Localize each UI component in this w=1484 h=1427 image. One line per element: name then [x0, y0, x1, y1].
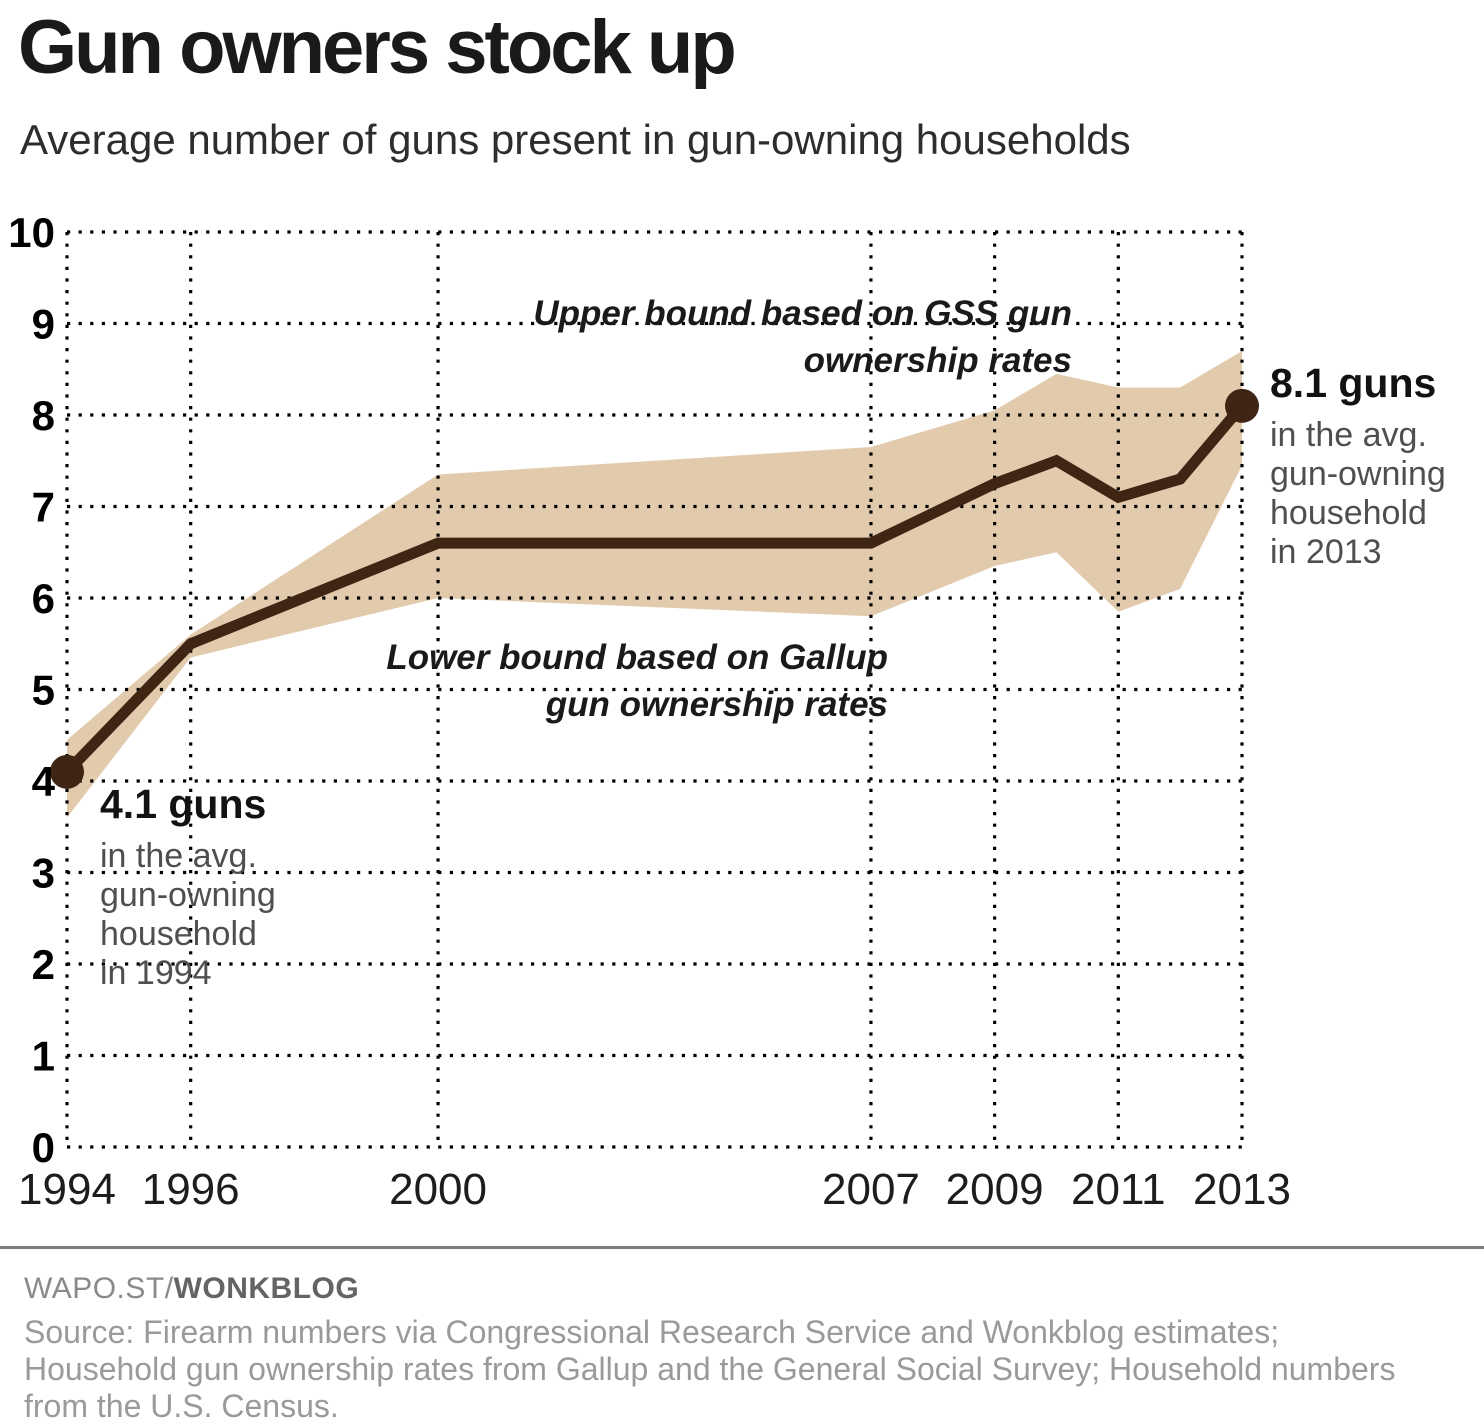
upper-bound-annotation: Upper bound based on GSS gun ownership r… [533, 294, 1072, 380]
x-tick-label-2013: 2013 [1193, 1165, 1291, 1214]
x-tick-label-2009: 2009 [946, 1165, 1044, 1214]
source-note: Source: Firearm numbers via Congressiona… [24, 1314, 1396, 1424]
y-tick-label-8: 8 [32, 392, 55, 439]
end-point-desc: in the avg. gun-owning household in 2013 [1270, 416, 1446, 571]
start-point-desc: in the avg. gun-owning household in 1994 [100, 837, 276, 992]
y-tick-label-1: 1 [32, 1033, 55, 1080]
chart-subtitle: Average number of guns present in gun-ow… [20, 116, 1131, 163]
x-tick-label-2011: 2011 [1071, 1165, 1166, 1214]
y-tick-label-5: 5 [32, 667, 55, 714]
confidence-band [67, 350, 1242, 818]
page-title: Gun owners stock up [18, 5, 737, 90]
wonkblog-brand: WAPO.ST/WONKBLOG [24, 1272, 359, 1306]
start-point-label: 4.1 guns in the avg. gun-owning househol… [100, 781, 276, 993]
x-tick-label-1994: 1994 [18, 1165, 116, 1214]
brand-prefix: WAPO.ST/ [24, 1272, 174, 1305]
y-tick-label-0: 0 [32, 1124, 55, 1171]
y-tick-label-7: 7 [32, 484, 55, 531]
data-point-2013 [1225, 388, 1259, 423]
lower-bound-annotation: Lower bound based on Gallup gun ownershi… [386, 638, 888, 724]
x-tick-label-2000: 2000 [389, 1165, 487, 1214]
y-tick-label-3: 3 [32, 850, 55, 897]
brand-bold: WONKBLOG [173, 1272, 360, 1305]
footer-divider [0, 1246, 1484, 1249]
trend-line [63, 402, 1247, 776]
y-tick-label-6: 6 [32, 575, 55, 622]
y-tick-label-10: 10 [8, 209, 55, 256]
y-tick-label-2: 2 [32, 941, 55, 988]
y-tick-label-9: 9 [32, 301, 55, 348]
end-point-value: 8.1 guns [1270, 360, 1437, 406]
data-point-1994 [50, 754, 84, 789]
y-tick-label-4: 4 [32, 758, 56, 805]
start-point-value: 4.1 guns [100, 781, 267, 827]
x-tick-label-1996: 1996 [142, 1165, 240, 1214]
x-tick-label-2007: 2007 [822, 1165, 920, 1214]
end-point-label: 8.1 guns in the avg. gun-owning househol… [1270, 360, 1446, 572]
